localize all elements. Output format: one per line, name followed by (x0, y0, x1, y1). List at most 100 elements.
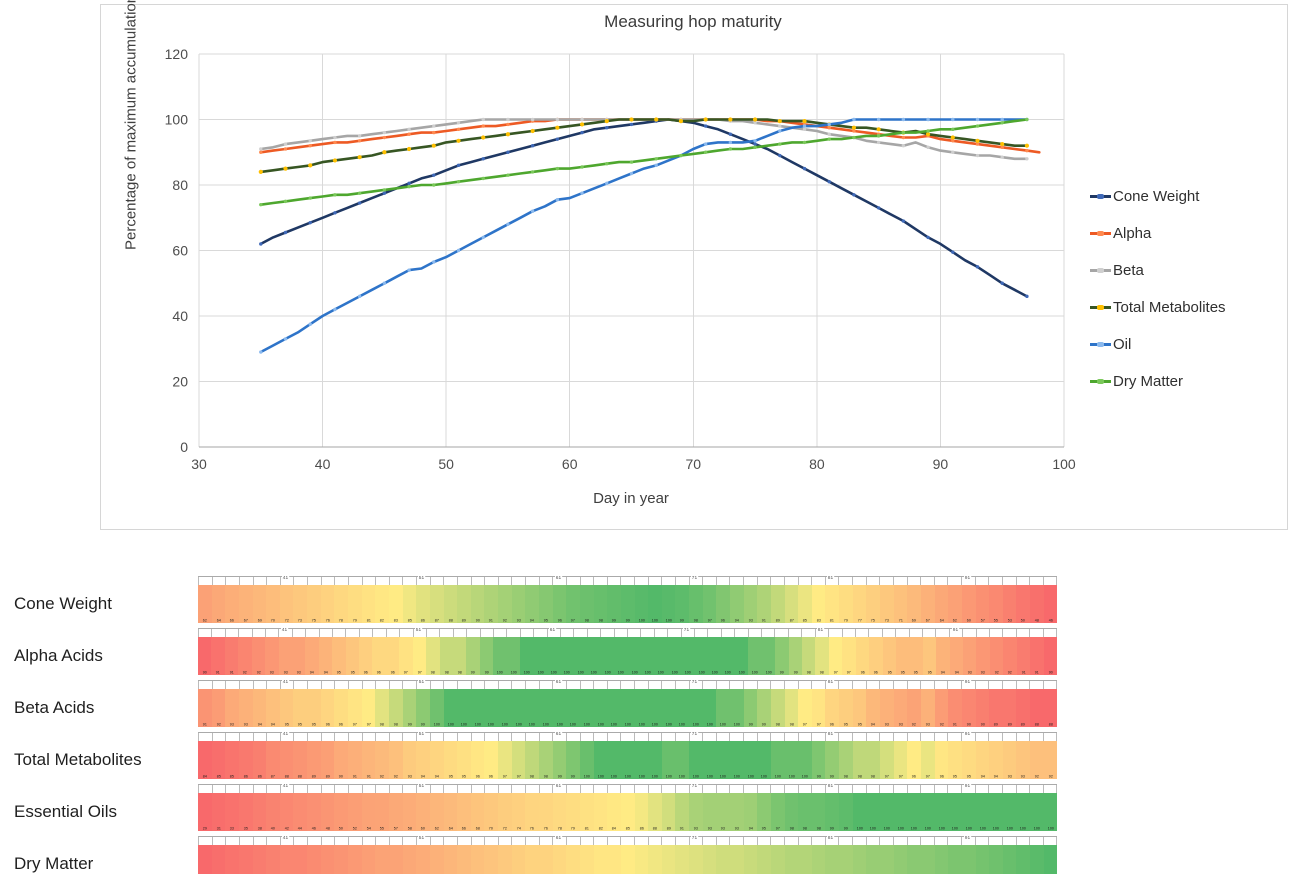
heatmap-cell-value: 100 (638, 722, 645, 727)
series-marker (259, 202, 263, 207)
heatmap-ruler-cell (812, 837, 826, 845)
heatmap-cell: 58 (402, 793, 417, 831)
heatmap-cell: 98 (866, 741, 881, 779)
heatmap-cell: 87 (579, 845, 594, 874)
heatmap-ruler-cell (1030, 577, 1044, 585)
heatmap-cell: 76 (525, 793, 540, 831)
heatmap-ruler-cell (594, 681, 608, 689)
heatmap-ruler-cell (703, 785, 717, 793)
series-marker (1025, 157, 1029, 161)
heatmap-cell: 100 (511, 689, 526, 727)
heatmap-cell-value: 95 (543, 618, 548, 623)
heatmap-ruler-cell (485, 785, 499, 793)
heatmap-cell: 91 (224, 637, 239, 675)
heatmap-cell-value: 95 (914, 670, 919, 675)
heatmap-ruler-cell (744, 577, 758, 585)
heatmap-ruler-cell (635, 681, 649, 689)
heatmap-ruler-cell (319, 629, 334, 637)
heatmap-ruler-cell (1016, 785, 1031, 793)
heatmap-ruler-tick: 41 (281, 679, 289, 686)
heatmap-cell-value: 100 (537, 670, 544, 675)
heatmap-ruler-cell (335, 577, 349, 585)
legend-item: Oil (1090, 333, 1131, 355)
heatmap-cell-value: 100 (433, 722, 440, 727)
heatmap-cell: 98 (770, 689, 785, 727)
series-marker (852, 129, 856, 133)
heatmap-ruler-cell (566, 785, 581, 793)
heatmap-cell: 99 (620, 585, 635, 623)
series-marker (382, 130, 387, 135)
heatmap-cell: 97 (702, 585, 717, 623)
series-marker (876, 127, 881, 132)
series-marker (926, 145, 930, 150)
series-marker (852, 117, 856, 122)
heatmap-cell-value: 95 (311, 722, 316, 727)
heatmap-cell: 77 (852, 585, 867, 623)
heatmap-ruler-cell (839, 837, 853, 845)
heatmap-cell-value: 100 (529, 722, 536, 727)
heatmap-cell-value: 57 (980, 618, 985, 623)
heatmap-ruler-cell (485, 681, 499, 689)
heatmap-cell: 72 (498, 793, 512, 831)
heatmap-cell: 40 (266, 793, 280, 831)
heatmap-cell: 100 (675, 689, 690, 727)
heatmap-cell-value: 82 (598, 826, 603, 831)
legend-marker-dot (1097, 304, 1104, 310)
heatmap-ruler-cell (587, 629, 602, 637)
heatmap-cell: 93 (784, 845, 799, 874)
heatmap-ruler-cell (880, 785, 894, 793)
heatmap-cell: 100 (533, 637, 547, 675)
heatmap-cell: 95 (839, 689, 853, 727)
heatmap-ruler-cell (1043, 681, 1058, 689)
heatmap-cell: 98 (975, 845, 990, 874)
heatmap-cell: 91 (361, 741, 376, 779)
heatmap-cell: 100 (654, 637, 668, 675)
series-marker (283, 337, 288, 341)
heatmap-cell-value: 95 (843, 722, 848, 727)
heatmap-ruler: 41 51 61 71 81 91 (198, 783, 1058, 793)
heatmap-ruler-cell (635, 785, 649, 793)
series-line (259, 118, 1029, 206)
heatmap-cell: 100 (648, 689, 662, 727)
heatmap-cell-value: 100 (692, 774, 699, 779)
heatmap-cell-value: 97 (884, 774, 889, 779)
heatmap-cell: 100 (539, 689, 553, 727)
heatmap-cell: 91 (948, 689, 962, 727)
heatmap-cell: 84 (498, 845, 512, 874)
heatmap-cell: 92 (757, 845, 771, 874)
heatmap-cell: 80 (375, 845, 389, 874)
heatmap-cell-value: 94 (257, 722, 262, 727)
heatmap-ruler-cell (335, 681, 349, 689)
heatmap-cell-value: 100 (801, 774, 809, 779)
heatmap-ruler-cell (335, 733, 349, 741)
heatmap-ruler-cell (784, 733, 799, 741)
heatmap-cell-value: 92 (994, 670, 999, 675)
heatmap-cell-value: 94 (271, 722, 276, 727)
heatmap-cell: 96 (552, 585, 567, 623)
heatmap-ruler-tick: 71 (683, 627, 691, 634)
heatmap-ruler-cell (975, 733, 990, 741)
series-marker (876, 117, 881, 122)
heatmap-cell: 91 (1016, 637, 1031, 675)
heatmap-cell: 92 (375, 741, 389, 779)
heatmap-ruler-cell (1002, 837, 1017, 845)
x-axis-title: Day in year (593, 490, 669, 507)
heatmap-cell: 98 (453, 637, 467, 675)
heatmap-ruler-cell (266, 629, 280, 637)
heatmap-ruler-cell (430, 785, 445, 793)
series-marker (259, 242, 263, 246)
heatmap-ruler-cell (376, 681, 390, 689)
heatmap-cell-value: 85 (625, 826, 630, 831)
heatmap-ruler-tick: 61 (554, 679, 562, 686)
heatmap-cell: 89 (1002, 689, 1017, 727)
series-marker (1000, 121, 1004, 125)
heatmap-ruler-cell (294, 733, 308, 741)
heatmap-cell: 95 (880, 845, 894, 874)
heatmap-cell-value: 95 (900, 670, 905, 675)
heatmap-cell-value: 100 (706, 722, 713, 727)
heatmap-cell: 83 (388, 585, 403, 623)
heatmap-cell-value: 100 (651, 774, 658, 779)
chart-card: 30 40 50 60 70 80 90 100 0 20 40 60 80 100 120 (100, 4, 1288, 530)
heatmap-cell: 100 (880, 793, 894, 831)
heatmap-cell-value: 98 (802, 826, 808, 831)
